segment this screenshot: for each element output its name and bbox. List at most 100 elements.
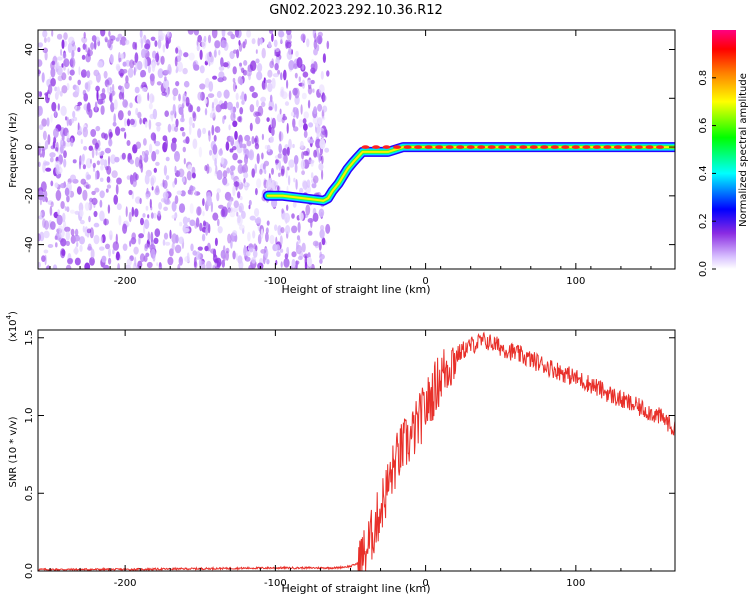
noise-speckle bbox=[274, 62, 279, 71]
noise-speckle bbox=[202, 210, 205, 217]
noise-speckle bbox=[318, 84, 325, 94]
noise-speckle bbox=[49, 157, 54, 163]
noise-speckle bbox=[234, 30, 240, 38]
noise-speckle bbox=[271, 77, 276, 89]
y-tick-label: -20 bbox=[24, 188, 35, 204]
noise-speckle bbox=[66, 206, 70, 213]
noise-speckle bbox=[38, 261, 41, 268]
noise-speckle bbox=[68, 76, 72, 81]
noise-speckle bbox=[264, 169, 267, 175]
noise-speckle bbox=[318, 152, 321, 163]
noise-speckle bbox=[230, 112, 236, 122]
noise-speckle bbox=[283, 153, 288, 164]
noise-speckle bbox=[149, 143, 153, 153]
noise-speckle bbox=[42, 218, 46, 228]
noise-speckle bbox=[80, 219, 85, 225]
noise-speckle bbox=[212, 75, 218, 80]
noise-speckle bbox=[79, 209, 84, 217]
noise-speckle bbox=[113, 113, 116, 124]
noise-speckle bbox=[179, 127, 185, 132]
noise-speckle bbox=[291, 225, 298, 234]
noise-speckle bbox=[132, 41, 136, 50]
noise-speckle bbox=[64, 187, 70, 197]
noise-speckle bbox=[58, 228, 65, 238]
noise-speckle bbox=[254, 137, 258, 143]
trace-peak bbox=[540, 145, 549, 149]
noise-speckle bbox=[293, 63, 298, 70]
noise-speckle bbox=[282, 113, 286, 119]
noise-speckle bbox=[206, 163, 210, 174]
noise-speckle bbox=[174, 195, 179, 205]
trace-peak bbox=[656, 145, 664, 149]
noise-speckle bbox=[280, 35, 283, 44]
noise-speckle bbox=[149, 73, 155, 82]
noise-speckle bbox=[105, 188, 109, 193]
noise-speckle bbox=[288, 47, 292, 55]
noise-speckle bbox=[118, 57, 122, 63]
noise-speckle bbox=[293, 107, 299, 115]
noise-speckle bbox=[70, 58, 74, 66]
noise-speckle bbox=[44, 50, 48, 61]
spectrogram-xlabel: Height of straight line (km) bbox=[281, 283, 430, 296]
noise-speckle bbox=[134, 52, 139, 63]
noise-speckle bbox=[230, 165, 236, 171]
noise-speckle bbox=[62, 140, 66, 149]
noise-speckle bbox=[61, 72, 67, 81]
snr-frame bbox=[37, 329, 676, 572]
noise-speckle bbox=[60, 48, 63, 57]
noise-speckle bbox=[120, 36, 127, 46]
noise-speckle bbox=[64, 142, 71, 147]
noise-speckle bbox=[281, 208, 284, 214]
noise-speckle bbox=[229, 209, 236, 218]
noise-speckle bbox=[150, 36, 156, 41]
noise-speckle bbox=[59, 182, 67, 189]
noise-speckle bbox=[93, 222, 100, 228]
noise-speckle bbox=[186, 252, 190, 261]
noise-speckle bbox=[207, 34, 212, 44]
trace-band-1 bbox=[264, 143, 675, 205]
noise-speckle bbox=[268, 106, 273, 111]
noise-speckle bbox=[122, 69, 128, 74]
noise-speckle bbox=[247, 231, 251, 242]
noise-speckle bbox=[56, 33, 63, 40]
noise-speckle bbox=[134, 256, 137, 267]
noise-speckle bbox=[110, 102, 115, 113]
noise-speckle bbox=[241, 99, 245, 105]
noise-speckle bbox=[38, 142, 41, 147]
noise-speckle bbox=[108, 257, 112, 265]
noise-speckle bbox=[39, 153, 43, 158]
noise-speckle bbox=[40, 212, 43, 218]
noise-speckle bbox=[199, 65, 205, 74]
noise-speckle bbox=[235, 101, 240, 109]
noise-speckle bbox=[321, 155, 324, 165]
noise-speckle bbox=[265, 179, 272, 191]
noise-speckle bbox=[111, 83, 115, 93]
trace-peak bbox=[445, 145, 454, 149]
noise-speckle bbox=[275, 244, 281, 252]
noise-speckle bbox=[99, 246, 105, 251]
noise-speckle bbox=[109, 54, 114, 64]
trace-peak bbox=[487, 145, 496, 149]
noise-speckle bbox=[199, 49, 203, 60]
noise-speckle bbox=[60, 201, 65, 209]
noise-speckle bbox=[254, 163, 257, 174]
colorbar-tick-label: 0.6 bbox=[698, 118, 709, 134]
colorbar: 0.0 0.2 0.4 0.6 0.8 Normalized spectral ampl… bbox=[698, 30, 749, 277]
noise-speckle bbox=[57, 56, 63, 61]
noise-speckle bbox=[251, 168, 255, 178]
trace-peak bbox=[603, 145, 612, 149]
noise-speckle bbox=[250, 60, 257, 71]
noise-speckle bbox=[96, 90, 99, 101]
noise-speckle bbox=[303, 130, 308, 138]
noise-speckle bbox=[41, 255, 46, 262]
noise-speckle bbox=[41, 118, 47, 127]
noise-speckle bbox=[55, 189, 62, 201]
y-tick-label: 0.5 bbox=[24, 485, 35, 501]
noise-speckle bbox=[129, 102, 133, 109]
noise-speckle bbox=[124, 131, 127, 139]
noise-speckle bbox=[171, 214, 176, 219]
noise-speckle bbox=[137, 260, 143, 269]
noise-speckle bbox=[116, 65, 121, 72]
noise-speckle bbox=[53, 128, 59, 138]
noise-speckle bbox=[284, 101, 290, 106]
